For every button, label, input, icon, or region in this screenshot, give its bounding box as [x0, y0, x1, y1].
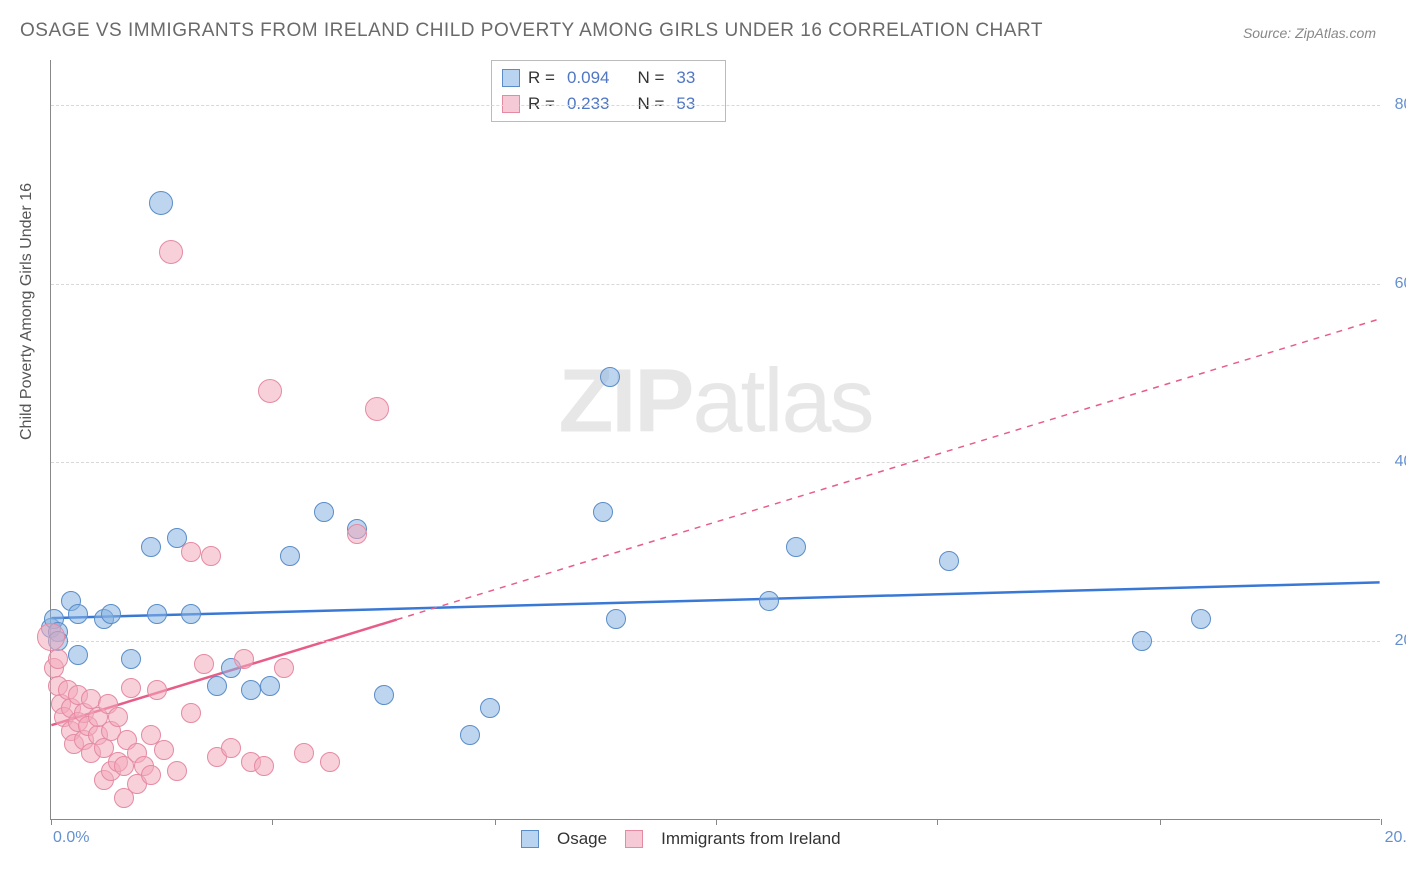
- data-point: [194, 654, 214, 674]
- data-point: [260, 676, 280, 696]
- data-point: [221, 738, 241, 758]
- stat-n-label: N =: [637, 68, 664, 88]
- data-point: [320, 752, 340, 772]
- data-point: [149, 191, 173, 215]
- gridline: [51, 462, 1380, 463]
- x-tick: [937, 819, 938, 825]
- data-point: [347, 524, 367, 544]
- data-point: [147, 680, 167, 700]
- data-point: [141, 537, 161, 557]
- data-point: [101, 604, 121, 624]
- data-point: [121, 678, 141, 698]
- legend-label-ireland: Immigrants from Ireland: [661, 829, 841, 849]
- data-point: [374, 685, 394, 705]
- data-point: [600, 367, 620, 387]
- data-point: [37, 623, 65, 651]
- x-tick-label: 20.0%: [1385, 829, 1406, 847]
- data-point: [68, 604, 88, 624]
- x-tick: [1160, 819, 1161, 825]
- data-point: [159, 240, 183, 264]
- data-point: [1191, 609, 1211, 629]
- x-tick: [51, 819, 52, 825]
- data-point: [593, 502, 613, 522]
- data-point: [241, 680, 261, 700]
- swatch-osage: [502, 69, 520, 87]
- x-tick: [495, 819, 496, 825]
- legend-swatch-osage: [521, 830, 539, 848]
- data-point: [201, 546, 221, 566]
- data-point: [254, 756, 274, 776]
- stat-r-label: R =: [528, 68, 555, 88]
- data-point: [167, 761, 187, 781]
- data-point: [108, 707, 128, 727]
- stat-n-osage: 33: [676, 68, 695, 88]
- data-point: [460, 725, 480, 745]
- data-point: [154, 740, 174, 760]
- data-point: [48, 649, 68, 669]
- data-point: [365, 397, 389, 421]
- data-point: [207, 676, 227, 696]
- data-point: [480, 698, 500, 718]
- data-point: [786, 537, 806, 557]
- stats-legend: R = 0.094 N = 33 R = 0.233 N = 53: [491, 60, 726, 122]
- data-point: [234, 649, 254, 669]
- watermark: ZIPatlas: [558, 350, 872, 453]
- legend-swatch-ireland: [625, 830, 643, 848]
- stats-row-osage: R = 0.094 N = 33: [502, 65, 715, 91]
- x-tick: [716, 819, 717, 825]
- data-point: [314, 502, 334, 522]
- data-point: [181, 703, 201, 723]
- source-attribution: Source: ZipAtlas.com: [1243, 25, 1376, 41]
- data-point: [181, 542, 201, 562]
- data-point: [258, 379, 282, 403]
- data-point: [280, 546, 300, 566]
- y-tick-label: 60.0%: [1385, 275, 1406, 293]
- trend-lines: [51, 60, 1380, 819]
- data-point: [939, 551, 959, 571]
- y-tick-label: 80.0%: [1385, 96, 1406, 114]
- data-point: [121, 649, 141, 669]
- data-point: [759, 591, 779, 611]
- plot-area: ZIPatlas R = 0.094 N = 33 R = 0.233 N = …: [50, 60, 1380, 820]
- watermark-light: atlas: [692, 351, 872, 451]
- data-point: [1132, 631, 1152, 651]
- data-point: [141, 765, 161, 785]
- data-point: [606, 609, 626, 629]
- chart-container: OSAGE VS IMMIGRANTS FROM IRELAND CHILD P…: [0, 0, 1406, 892]
- watermark-bold: ZIP: [558, 351, 692, 451]
- data-point: [68, 645, 88, 665]
- gridline: [51, 284, 1380, 285]
- data-point: [294, 743, 314, 763]
- y-tick-label: 40.0%: [1385, 453, 1406, 471]
- x-tick-label: 0.0%: [53, 829, 89, 847]
- legend-label-osage: Osage: [557, 829, 607, 849]
- x-tick: [272, 819, 273, 825]
- series-legend: Osage Immigrants from Ireland: [521, 829, 841, 849]
- x-tick: [1381, 819, 1382, 825]
- stat-r-osage: 0.094: [567, 68, 610, 88]
- data-point: [274, 658, 294, 678]
- y-tick-label: 20.0%: [1385, 632, 1406, 650]
- gridline: [51, 105, 1380, 106]
- data-point: [147, 604, 167, 624]
- y-axis-label: Child Poverty Among Girls Under 16: [18, 183, 36, 440]
- chart-title: OSAGE VS IMMIGRANTS FROM IRELAND CHILD P…: [20, 20, 1043, 42]
- data-point: [181, 604, 201, 624]
- gridline: [51, 641, 1380, 642]
